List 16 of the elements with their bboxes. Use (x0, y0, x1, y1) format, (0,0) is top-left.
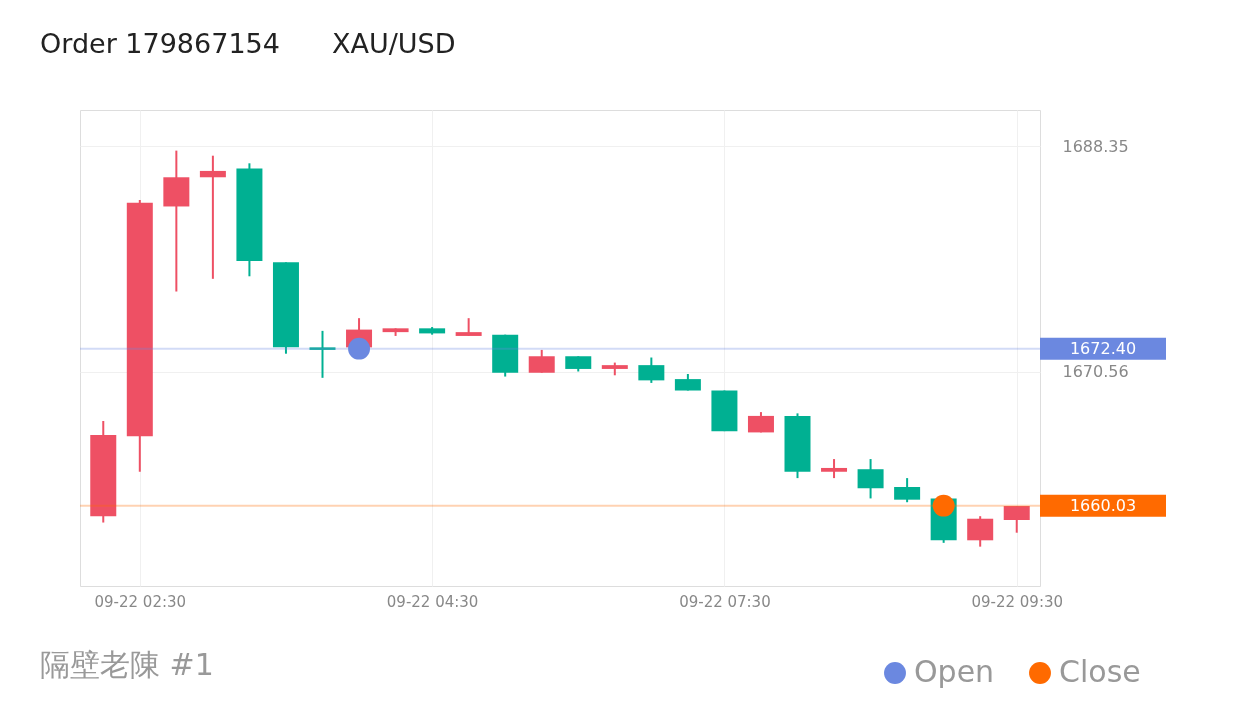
x-tick-label: 09-22 09:30 (971, 592, 1064, 611)
candlestick (309, 329, 336, 379)
text: 隔壁老陳 #1 (40, 647, 214, 682)
legend-label: Close (1059, 654, 1141, 689)
y-tick-label: 1688.35 (1062, 136, 1129, 156)
x-tick-label: 09-22 02:30 (94, 592, 187, 611)
candlestick (199, 154, 226, 280)
chart-title: Order 179867154 (40, 28, 280, 59)
ref-line-label: 1660.03 (1069, 495, 1137, 515)
chart-subtitle: XAU/USD (332, 28, 456, 59)
y-tick-label: 1670.56 (1062, 362, 1129, 382)
ref-line-label: 1672.40 (1069, 338, 1137, 358)
legend-label: Open (914, 654, 995, 689)
candlestick (821, 458, 848, 480)
x-tick-label: 09-22 07:30 (679, 592, 771, 611)
x-tick-label: 09-22 04:30 (386, 592, 479, 611)
